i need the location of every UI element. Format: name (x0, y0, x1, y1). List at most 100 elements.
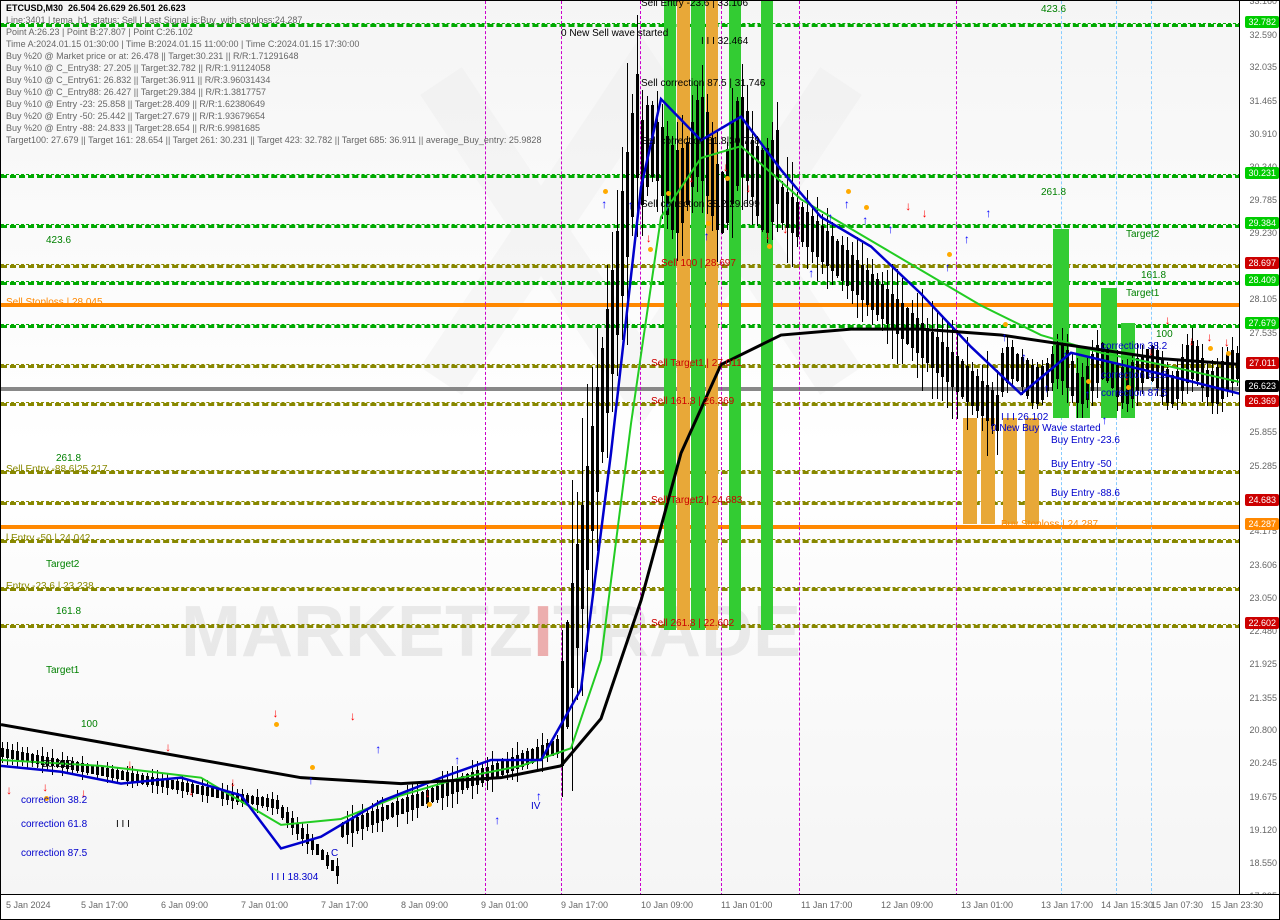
candle-body (106, 768, 109, 777)
candle-body (846, 250, 849, 285)
x-tick: 15 Jan 07:30 (1151, 900, 1203, 910)
candle-body (906, 308, 909, 343)
up-arrow-icon: ↑ (945, 260, 951, 274)
candle-body (1201, 358, 1204, 389)
down-arrow-icon: ↓ (350, 709, 356, 723)
up-arrow-icon: ↑ (985, 206, 991, 220)
candle-body (596, 387, 599, 491)
hline (1, 587, 1241, 591)
candle-body (176, 781, 179, 790)
chart-annotation: Sell 261.8 | 22.602 (651, 618, 734, 629)
candle-body (441, 784, 444, 798)
candle-body (296, 823, 299, 834)
fib-label: 100 (81, 719, 98, 730)
signal-dot (947, 252, 952, 257)
candle-body (926, 328, 929, 363)
x-tick: 7 Jan 01:00 (241, 900, 288, 910)
down-arrow-icon: ↓ (6, 783, 12, 797)
info-line: Buy %10 @ C_Entry61: 26.832 || Target:36… (6, 75, 270, 85)
candle-body (976, 376, 979, 411)
x-tick: 15 Jan 23:30 (1211, 900, 1263, 910)
candle-body (1206, 370, 1209, 397)
chart-annotation: I I I 26.102 (1001, 412, 1048, 423)
candle-body (956, 356, 959, 391)
candle-body (1011, 347, 1014, 379)
candle-body (1096, 345, 1099, 383)
chart-annotation: I I 20.219 (31, 759, 73, 770)
candle-body (116, 770, 119, 779)
candle-body (911, 313, 914, 348)
candle-body (751, 140, 754, 197)
candle-body (491, 765, 494, 779)
chart-annotation: Sell Entry -23.6 | 33.106 (641, 0, 748, 9)
down-arrow-icon: ↓ (922, 206, 928, 220)
candle-body (521, 753, 524, 767)
candle-body (396, 801, 399, 815)
fib-label: 261.8 (1041, 187, 1066, 198)
candle-body (366, 813, 369, 827)
up-arrow-icon: ↑ (827, 210, 833, 224)
candle-body (206, 787, 209, 796)
price-label: 22.602 (1245, 617, 1279, 629)
candle-body (126, 772, 129, 781)
candle-body (301, 828, 304, 839)
candle-body (261, 797, 264, 806)
up-arrow-icon: ↑ (628, 198, 634, 212)
candle-body (811, 216, 814, 251)
chart-annotation: Entry -23.6 | 23.238 (6, 581, 94, 592)
candle-body (636, 74, 639, 178)
candle-body (806, 212, 809, 247)
candle-body (226, 791, 229, 800)
candle-body (91, 765, 94, 774)
y-tick: 25.855 (1249, 427, 1277, 437)
x-tick: 9 Jan 01:00 (481, 900, 528, 910)
down-arrow-icon: ↓ (165, 740, 171, 754)
candle-body (966, 366, 969, 401)
chart-bar (761, 1, 773, 630)
candle-body (961, 361, 964, 396)
price-label: 28.697 (1245, 257, 1279, 269)
chart-container[interactable]: MARKETZITRADE ↓↓↓↓↓↓↓↓↑↓↑↓↑↑↑↑↑↓↑↓↑↓↓↓↓↑… (0, 0, 1280, 920)
up-arrow-icon: ↑ (862, 213, 868, 227)
y-tick: 27.535 (1249, 328, 1277, 338)
candle-body (446, 782, 449, 796)
candle-body (196, 785, 199, 794)
chart-annotation: Sell correction 61.8|30.778 (641, 136, 760, 147)
candle-body (681, 148, 684, 223)
candle-body (96, 766, 99, 775)
candle-body (611, 270, 614, 374)
x-tick: 11 Jan 01:00 (721, 900, 772, 910)
candle-body (471, 772, 474, 786)
candle-body (231, 792, 234, 801)
candle-body (326, 855, 329, 866)
up-arrow-icon: ↑ (494, 813, 500, 827)
fib-label: Target2 (46, 559, 79, 570)
price-label: 24.683 (1245, 494, 1279, 506)
candle-body (986, 385, 989, 420)
candle-body (706, 112, 709, 196)
candle-body (21, 752, 24, 761)
candle-body (1036, 367, 1039, 404)
candle-body (406, 797, 409, 811)
down-arrow-icon: ↓ (646, 231, 652, 245)
candle-body (156, 778, 159, 787)
chart-annotation: I I I (116, 819, 130, 830)
chart-bar (677, 1, 690, 630)
signal-dot (603, 189, 608, 194)
y-tick: 23.606 (1249, 560, 1277, 570)
vline (1061, 1, 1062, 896)
down-arrow-icon: ↓ (272, 706, 278, 720)
candle-body (821, 226, 824, 261)
down-arrow-icon: ↓ (765, 228, 771, 242)
x-tick: 6 Jan 09:00 (161, 900, 208, 910)
info-line: Point A:26.23 | Point B:27.807 | Point C… (6, 27, 193, 37)
chart-area[interactable]: MARKETZITRADE ↓↓↓↓↓↓↓↓↑↓↑↓↑↑↑↑↑↓↑↓↑↓↓↓↓↑… (1, 1, 1241, 896)
candle-body (411, 795, 414, 809)
up-arrow-icon: ↑ (1021, 350, 1027, 364)
candle-body (971, 371, 974, 406)
chart-annotation: correction 87.5 (21, 848, 87, 859)
y-tick: 29.230 (1249, 228, 1277, 238)
candle-body (321, 850, 324, 861)
candle-body (166, 779, 169, 788)
candle-body (451, 780, 454, 794)
